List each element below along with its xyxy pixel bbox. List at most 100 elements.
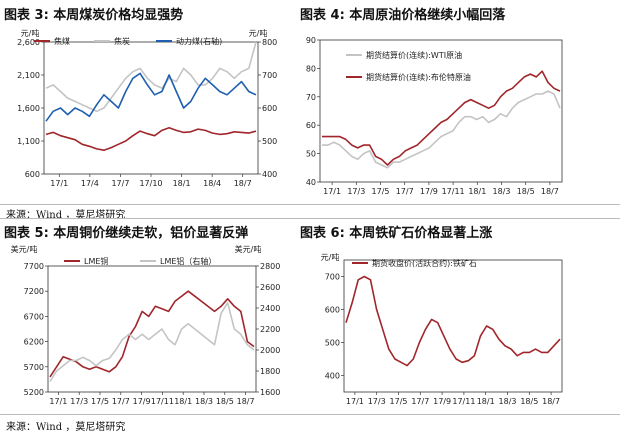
x-tick-label: 18/7 — [237, 397, 255, 406]
y-tick-label: 70 — [306, 93, 316, 102]
y-right-tick-label: 800 — [262, 38, 277, 47]
x-tick-label: 17/10 — [139, 179, 162, 188]
x-tick-label: 17/3 — [70, 397, 88, 406]
x-tick-label: 17/5 — [91, 397, 109, 406]
y-right-tick-label: 2400 — [260, 304, 280, 313]
x-tick-label: 17/11 — [452, 397, 475, 406]
y-tick-label: 90 — [306, 36, 316, 45]
x-tick-label: 17/1 — [49, 397, 67, 406]
x-tick-label: 17/9 — [133, 397, 151, 406]
separator — [0, 204, 620, 205]
legend-label: 动力煤(右轴) — [176, 36, 222, 46]
x-tick-label: 18/5 — [216, 397, 234, 406]
x-tick-label: 17/7 — [111, 179, 129, 188]
x-tick-label: 18/3 — [195, 397, 213, 406]
chart-copper-aluminum: 7700 7200 6700 6200 5700 5200 2800 2600 2400 2200… — [11, 244, 281, 406]
x-tick-label: 18/3 — [499, 397, 517, 406]
x-tick-label: 17/9 — [433, 397, 451, 406]
x-tick-label: 17/9 — [420, 187, 438, 196]
x-tick-label: 18/5 — [517, 187, 535, 196]
x-tick-label: 18/1 — [173, 179, 191, 188]
y-right-tick-label: 1800 — [260, 367, 280, 376]
x-tick-label: 17/1 — [346, 397, 364, 406]
x-tick-label: 18/3 — [493, 187, 511, 196]
y-tick-label: 6700 — [24, 312, 44, 321]
legend-label: 焦煤 — [54, 36, 70, 46]
x-tick-label: 18/4 — [203, 179, 221, 188]
y-tick-label: 5200 — [24, 388, 44, 397]
y-tick-label: 80 — [306, 64, 316, 73]
x-tick-label: 18/7 — [234, 179, 252, 188]
y-right-tick-label: 2000 — [260, 346, 280, 355]
separator — [0, 218, 620, 219]
series-line — [322, 70, 561, 166]
y-right-tick-label: 1600 — [260, 388, 280, 397]
x-tick-label: 17/5 — [372, 187, 390, 196]
legend-label: 焦炭 — [114, 36, 130, 46]
series-line — [345, 275, 561, 367]
series-line — [49, 290, 255, 378]
y-tick-label: 7200 — [24, 287, 44, 296]
y-tick-label: 500 — [325, 339, 340, 348]
x-tick-label: 17/1 — [50, 179, 68, 188]
x-tick-label: 17/3 — [347, 187, 365, 196]
series-line — [49, 302, 255, 382]
x-tick-label: 18/7 — [542, 397, 560, 406]
x-tick-label: 17/11 — [442, 187, 465, 196]
x-tick-label: 18/7 — [541, 187, 559, 196]
y-right-tick-label: 2800 — [260, 262, 280, 271]
axis-unit-label: 元/吨 — [21, 28, 40, 38]
y-right-tick-label: 400 — [262, 170, 277, 179]
legend-label: 期货收盘价(活跃合约):铁矿石 — [372, 258, 477, 268]
chart-title: 图表 4: 本周原油价格继续小幅回落 — [300, 8, 506, 23]
y-tick-label: 700 — [325, 273, 340, 282]
series-line — [45, 127, 257, 151]
y-tick-label: 1,600 — [17, 104, 40, 113]
y-right-tick-label: 2600 — [260, 283, 280, 292]
y-tick-label: 60 — [306, 121, 316, 130]
x-tick-label: 17/4 — [81, 179, 99, 188]
x-tick-label: 18/5 — [520, 397, 538, 406]
x-tick-label: 17/7 — [396, 187, 414, 196]
y-tick-label: 600 — [325, 306, 340, 315]
x-tick-label: 17/1 — [323, 187, 341, 196]
legend-label: LME铝（右轴） — [160, 256, 216, 266]
y-tick-label: 1,100 — [17, 137, 40, 146]
y-tick-label: 2,100 — [17, 71, 40, 80]
axis-unit-label: 美元/吨 — [11, 244, 38, 254]
axis-unit-label: 美元/吨 — [235, 244, 262, 254]
y-tick-label: 2,600 — [17, 38, 40, 47]
chart-title: 图表 3: 本周煤炭价格均显强势 — [4, 8, 184, 23]
chart-title: 图表 5: 本周铜价继续走软，铝价显著反弹 — [4, 226, 249, 241]
source-note: 来源：Wind ，莫尼塔研究 — [6, 210, 126, 221]
y-tick-label: 6200 — [24, 338, 44, 347]
x-tick-label: 17/3 — [368, 397, 386, 406]
plot-frame — [343, 259, 563, 393]
x-tick-label: 17/7 — [112, 397, 130, 406]
series-line — [45, 41, 257, 113]
y-right-tick-label: 500 — [262, 137, 277, 146]
axis-unit-label: 元/吨 — [321, 252, 340, 262]
x-tick-label: 17/11 — [151, 397, 174, 406]
x-tick-label: 17/5 — [390, 397, 408, 406]
y-right-tick-label: 600 — [262, 104, 277, 113]
x-tick-label: 18/1 — [174, 397, 192, 406]
y-tick-label: 7700 — [24, 262, 44, 271]
separator — [0, 414, 620, 415]
legend-label: LME铜 — [84, 256, 108, 266]
y-tick-label: 400 — [325, 372, 340, 381]
legend-label: 期货结算价(连续):WTI原油 — [366, 50, 462, 60]
chart-title: 图表 6: 本周铁矿石价格显著上涨 — [300, 226, 493, 241]
x-tick-label: 18/1 — [477, 397, 495, 406]
series-line — [322, 90, 561, 169]
y-tick-label: 50 — [306, 150, 316, 159]
y-tick-label: 600 — [25, 170, 40, 179]
y-right-tick-label: 700 — [262, 71, 277, 80]
chart-coal: 2,600 2,100 1,600 1,100 600 800 700 600 500 400 17… — [17, 28, 277, 188]
y-right-tick-label: 2200 — [260, 325, 280, 334]
legend-label: 期货结算价(连续):布伦特原油 — [366, 72, 471, 82]
y-tick-label: 5700 — [24, 363, 44, 372]
series-line — [45, 72, 257, 122]
